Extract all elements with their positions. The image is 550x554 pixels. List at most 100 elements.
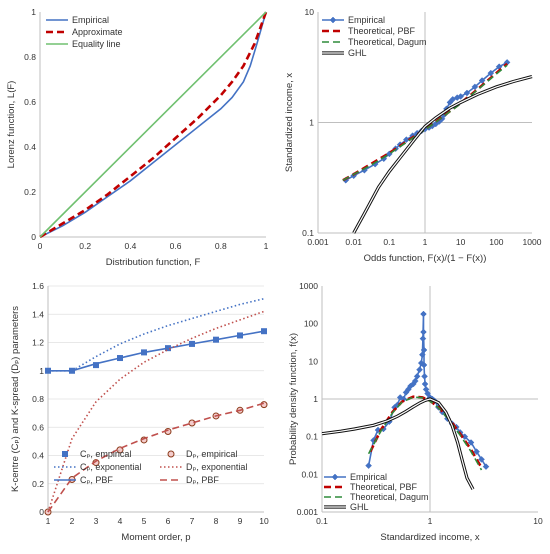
series-line-3-inner [353, 76, 533, 234]
y-tick-label: 0.1 [306, 432, 318, 442]
legend-entry-2: Theoretical, Dagum [350, 492, 429, 502]
legend-entry-2: Cₚ, PBF [80, 475, 113, 485]
series-line-2 [39, 11, 267, 238]
y-tick-label: 0.6 [24, 97, 36, 107]
plot-area [44, 297, 268, 516]
y-tick-label: 1.2 [32, 338, 44, 348]
x-axis-title: Moment order, p [121, 532, 190, 543]
series-line-0 [39, 11, 267, 238]
x-tick-label: 100 [489, 237, 503, 247]
series-line-3-outer [352, 75, 533, 234]
x-tick-label: 0.001 [307, 237, 329, 247]
series-line-2 [48, 330, 265, 372]
legend-swatch-marker [167, 450, 175, 458]
y-tick-label: 100 [304, 319, 318, 329]
plot-area [39, 11, 268, 239]
x-tick-label: 9 [238, 516, 243, 526]
x-tick-label: 1 [428, 516, 433, 526]
y-tick-label: 1 [39, 366, 44, 376]
legend-entry-4: Dₚ, exponential [186, 462, 247, 472]
y-axis-title: Lorenz function, L(F) [6, 81, 17, 169]
x-tick-label: 2 [70, 516, 75, 526]
series-line-3-outer [321, 397, 475, 491]
series-line-3 [321, 397, 475, 491]
x-axis-title: Standardized income, x [380, 532, 480, 543]
data-point [411, 377, 419, 385]
legend-entry-2: Equality line [72, 39, 121, 49]
y-tick-label: 0.01 [301, 469, 318, 479]
x-tick-label: 0.4 [124, 241, 136, 251]
data-point [93, 362, 99, 369]
data-point [482, 463, 490, 470]
legend-entry-0: Empirical [348, 15, 385, 25]
legend-entry-0: Empirical [72, 15, 109, 25]
data-point [413, 372, 421, 380]
y-tick-label: 1 [31, 7, 36, 17]
y-tick-label: 1.4 [32, 309, 44, 319]
data-point [473, 448, 480, 456]
data-point [402, 136, 410, 143]
y-tick-label: 0.001 [297, 507, 319, 517]
y-axis-title: Standardized income, x [284, 73, 295, 173]
y-tick-label: 0.4 [32, 451, 44, 461]
y-tick-label: 0 [31, 232, 36, 242]
y-tick-label: 0.2 [24, 187, 36, 197]
series-line-1 [48, 297, 265, 372]
legend-entry-5: Dₚ, PBF [186, 475, 219, 485]
legend-swatch-marker [331, 473, 339, 481]
x-tick-label: 0 [38, 241, 43, 251]
y-tick-label: 1000 [299, 281, 318, 291]
data-point [420, 310, 427, 318]
legend-entry-1: Cₚ, exponential [80, 462, 141, 472]
data-point [420, 328, 427, 336]
plot-area [342, 59, 533, 234]
data-point [365, 462, 372, 470]
x-tick-label: 3 [94, 516, 99, 526]
x-tick-label: 1 [264, 241, 269, 251]
x-tick-label: 1 [423, 237, 428, 247]
x-axis-title: Odds function, F(x)/(1 − F(x)) [364, 253, 487, 264]
series-line-3 [352, 75, 533, 234]
data-point [478, 455, 485, 463]
y-tick-label: 1.6 [32, 281, 44, 291]
y-tick-label: 10 [309, 356, 319, 366]
data-point [457, 93, 465, 100]
y-tick-label: 0.8 [24, 52, 36, 62]
series-line-1 [369, 395, 483, 469]
x-tick-label: 6 [166, 516, 171, 526]
x-tick-label: 10 [533, 516, 543, 526]
legend: Empirical Approximate Equality line [46, 15, 123, 49]
data-point [420, 346, 428, 354]
legend-entry-1: Theoretical, PBF [350, 482, 418, 492]
y-tick-label: 0.1 [302, 228, 314, 238]
data-point [420, 361, 428, 369]
data-point [396, 394, 404, 401]
legend-entry-3: GHL [348, 48, 367, 58]
y-tick-label: 0.8 [32, 394, 44, 404]
legend-entry-0: Empirical [350, 472, 387, 482]
data-point [463, 89, 471, 97]
legend-swatch-marker [329, 16, 337, 24]
y-tick-label: 0.6 [32, 422, 44, 432]
x-tick-label: 0.1 [316, 516, 328, 526]
series-line-5 [47, 402, 265, 513]
data-point [421, 380, 429, 388]
x-tick-label: 1 [46, 516, 51, 526]
plot-area [321, 310, 490, 491]
x-tick-label: 4 [118, 516, 123, 526]
legend-entry-0: Cₚ, empirical [80, 449, 131, 459]
x-axis-title: Distribution function, F [106, 257, 201, 268]
series-line-2 [342, 64, 508, 181]
legend-entry-3: Dₚ, empirical [186, 449, 237, 459]
series-line-3-inner [321, 398, 474, 490]
legend-entry-3: GHL [350, 502, 369, 512]
data-point [487, 69, 495, 77]
data-point [188, 419, 196, 427]
y-tick-label: 0.4 [24, 142, 36, 152]
y-tick-label: 10 [305, 7, 315, 17]
y-axis-title: K-centre (Cₚ) and K-spread (Dₚ) paramete… [10, 306, 21, 492]
x-tick-label: 5 [142, 516, 147, 526]
